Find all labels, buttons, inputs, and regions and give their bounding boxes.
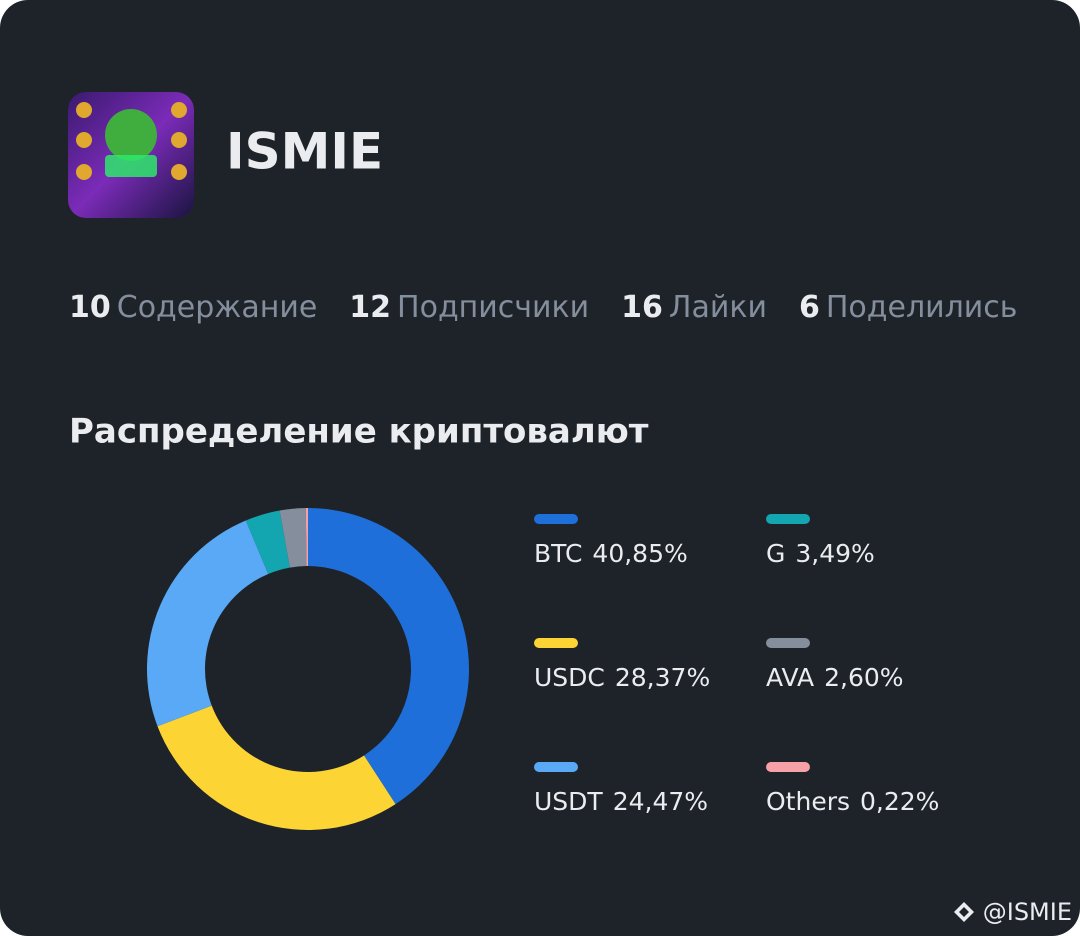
legend-name: USDT bbox=[534, 787, 603, 816]
legend-entry: Others 0,22% bbox=[766, 787, 939, 816]
stat-label: Подписчики bbox=[397, 290, 589, 325]
legend-swatch bbox=[534, 514, 578, 524]
legend-value: 24,47% bbox=[613, 787, 708, 816]
profile-name: ISMIE bbox=[226, 123, 383, 181]
stat-label: Лайки bbox=[669, 290, 767, 325]
stat-label: Поделились bbox=[826, 290, 1018, 325]
legend-value: 40,85% bbox=[592, 539, 687, 568]
legend-name: G bbox=[766, 539, 785, 568]
chart-title: Распределение криптовалют bbox=[69, 412, 649, 452]
legend-name: AVA bbox=[766, 663, 814, 692]
legend-swatch bbox=[766, 638, 810, 648]
stat-value: 10 bbox=[69, 290, 111, 325]
donut-segment bbox=[245, 510, 290, 574]
donut-segment bbox=[308, 508, 469, 805]
legend-value: 3,49% bbox=[795, 539, 874, 568]
legend-swatch bbox=[534, 638, 578, 648]
legend-swatch bbox=[534, 762, 578, 772]
watermark-text: @ISMIE bbox=[983, 898, 1072, 926]
stat-value: 16 bbox=[621, 290, 663, 325]
legend-entry: AVA 2,60% bbox=[766, 663, 904, 692]
legend-value: 2,60% bbox=[824, 663, 903, 692]
avatar[interactable] bbox=[68, 92, 194, 218]
stat[interactable]: 12 Подписчики bbox=[349, 290, 589, 325]
legend-entry: USDC 28,37% bbox=[534, 663, 710, 692]
stat[interactable]: 16 Лайки bbox=[621, 290, 767, 325]
donut-segment bbox=[147, 520, 269, 727]
legend-entry: BTC 40,85% bbox=[534, 539, 688, 568]
stat-value: 12 bbox=[349, 290, 391, 325]
watermark: @ISMIE bbox=[954, 898, 1072, 926]
stat[interactable]: 10 Содержание bbox=[69, 290, 317, 325]
donut-segment bbox=[157, 705, 396, 830]
legend-name: USDC bbox=[534, 663, 605, 692]
stat[interactable]: 6 Поделились bbox=[799, 290, 1018, 325]
legend-swatch bbox=[766, 762, 810, 772]
legend-name: Others bbox=[766, 787, 850, 816]
donut-segment bbox=[279, 508, 307, 568]
watermark-icon bbox=[954, 902, 974, 922]
legend-value: 28,37% bbox=[615, 663, 710, 692]
legend-swatch bbox=[766, 514, 810, 524]
legend-entry: G 3,49% bbox=[766, 539, 875, 568]
donut-segment bbox=[305, 508, 308, 567]
stat-value: 6 bbox=[799, 290, 820, 325]
legend-name: BTC bbox=[534, 539, 582, 568]
legend-entry: USDT 24,47% bbox=[534, 787, 708, 816]
stat-label: Содержание bbox=[117, 290, 318, 325]
legend-value: 0,22% bbox=[860, 787, 939, 816]
